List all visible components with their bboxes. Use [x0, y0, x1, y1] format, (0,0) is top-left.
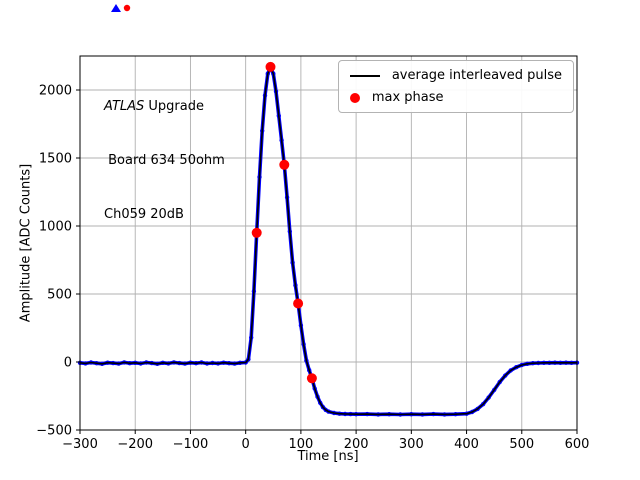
svg-text:−500: −500	[36, 424, 72, 439]
legend-item-average-pulse: average interleaved pulse	[349, 68, 562, 83]
svg-text:0: 0	[242, 437, 250, 452]
svg-text:1000: 1000	[39, 220, 72, 235]
legend: average interleaved pulse max phase	[337, 60, 574, 113]
stray-blue-triangle-icon	[111, 4, 121, 12]
svg-text:−100: −100	[173, 437, 209, 452]
series-average-interleaved-pulse	[77, 64, 580, 417]
legend-label-max-phase: max phase	[371, 90, 444, 105]
svg-text:200: 200	[344, 437, 369, 452]
stray-red-dot-icon	[123, 4, 131, 12]
axes-frame	[79, 55, 578, 431]
svg-text:300: 300	[399, 437, 424, 452]
svg-text:600: 600	[565, 437, 590, 452]
black-line-sample-icon	[349, 74, 380, 77]
annotation-line-3: Ch059 20dB	[104, 207, 184, 222]
y-axis-label: Amplitude [ADC Counts]	[18, 163, 34, 323]
annotation-line-1: ATLAS Upgrade	[104, 98, 225, 116]
chart-annotation: ATLAS Upgrade Board 634 50ohm Ch059 20dB	[104, 62, 225, 260]
svg-text:2000: 2000	[39, 84, 72, 99]
svg-text:−300: −300	[62, 437, 98, 452]
red-dot-sample-icon	[349, 92, 360, 103]
legend-item-max-phase: max phase	[349, 90, 562, 105]
annotation-atlas-italic: ATLAS	[104, 99, 145, 114]
svg-text:500: 500	[47, 288, 72, 303]
annotation-upgrade-text: Upgrade	[144, 99, 204, 114]
svg-text:500: 500	[509, 437, 534, 452]
y-tick-labels: −500 0 500 1000 1500 2000	[36, 84, 72, 439]
svg-text:−200: −200	[117, 437, 153, 452]
tick-marks	[76, 89, 578, 434]
svg-text:0: 0	[64, 356, 72, 371]
series-max-phase	[251, 61, 317, 384]
svg-text:400: 400	[454, 437, 479, 452]
x-tick-labels: −300 −200 −100 0 100 200 300 400 500 600	[62, 437, 589, 452]
stray-markers	[111, 4, 131, 12]
legend-label-average-pulse: average interleaved pulse	[391, 68, 562, 83]
svg-text:1500: 1500	[39, 152, 72, 167]
svg-text:100: 100	[288, 437, 313, 452]
annotation-line-2: Board 634 50ohm	[104, 153, 225, 168]
x-axis-label: Time [ns]	[297, 449, 359, 464]
